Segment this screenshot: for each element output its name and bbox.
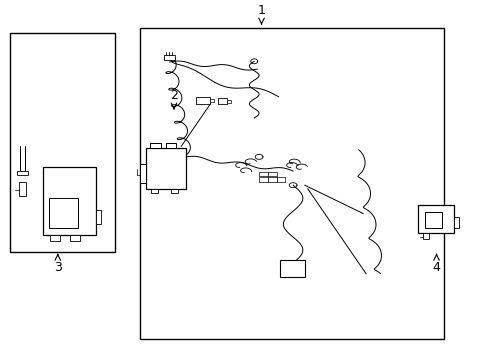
Bar [10, 33, 115, 252]
Bar [151, 189, 158, 193]
Bar [259, 177, 267, 182]
Bar [49, 198, 78, 228]
Bar [18, 171, 28, 175]
Bar [424, 212, 441, 228]
Bar [417, 204, 453, 233]
Bar [140, 28, 443, 339]
Bar [453, 217, 458, 228]
Text: 1: 1 [257, 4, 265, 17]
Bar [70, 235, 80, 241]
Bar [267, 172, 276, 176]
Bar [150, 143, 161, 148]
Bar [423, 233, 428, 239]
Text: 2: 2 [170, 89, 178, 102]
Text: 3: 3 [54, 261, 61, 274]
Bar [165, 143, 176, 148]
Bar [217, 99, 227, 104]
Bar [170, 189, 178, 193]
Bar [196, 98, 210, 104]
Bar [164, 55, 175, 59]
Bar [19, 182, 26, 196]
Bar [279, 260, 304, 277]
Bar [96, 210, 101, 224]
Bar [146, 148, 186, 189]
Bar [276, 177, 285, 182]
Text: 4: 4 [432, 261, 440, 274]
Bar [267, 177, 276, 182]
Bar [227, 100, 230, 103]
Bar [140, 164, 146, 183]
Bar [43, 167, 96, 235]
Bar [259, 172, 267, 176]
Bar [50, 235, 60, 241]
Bar [210, 99, 214, 102]
